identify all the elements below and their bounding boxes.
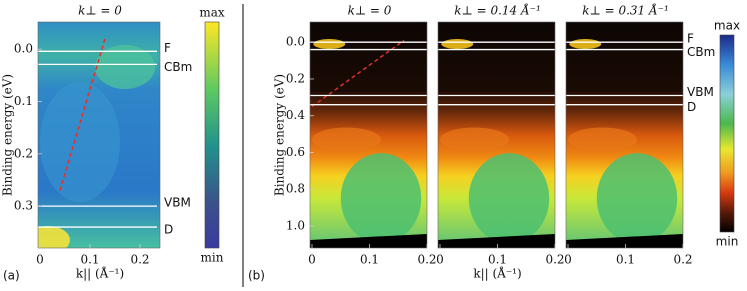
x-tick-label: 0.2: [673, 253, 692, 267]
heatmap-feature: [313, 39, 346, 49]
heatmap-feature: [468, 153, 550, 244]
x-tick-label: 0.1: [488, 253, 507, 267]
marker-label: VBM: [687, 85, 714, 99]
y-tick-label: 0.6: [286, 145, 305, 159]
y-tick-label: 1.0: [286, 218, 305, 232]
x-tick-label: 0.1: [616, 253, 635, 267]
heatmap-edge: [438, 234, 555, 248]
y-tick-label: 0.2: [286, 71, 305, 85]
y-tick-label: 0.1: [14, 94, 33, 108]
x-tick-label: 0.1: [80, 253, 99, 267]
marker-label: VBM: [164, 196, 191, 210]
y-tick-label: 0.0: [14, 42, 33, 56]
plot-frame: [437, 21, 556, 249]
panel-title: k⊥ = 0.14 Å⁻¹: [454, 3, 541, 18]
y-tick-label: 0.8: [286, 182, 305, 196]
marker-label: CBm: [687, 45, 715, 59]
colorbar-max-label: max: [199, 6, 225, 20]
plot-frame: [309, 21, 428, 249]
panel-label: (b): [248, 269, 265, 283]
colorbar-max-label: max: [714, 19, 740, 33]
heatmap-feature: [95, 45, 155, 89]
x-axis-label: k|| (Å⁻¹): [76, 266, 124, 281]
plot-frame: [37, 21, 161, 249]
y-tick-label: 0.0: [286, 35, 305, 49]
colorbar: [204, 21, 220, 249]
marker-label: CBm: [164, 60, 192, 74]
plot-area: [438, 22, 555, 248]
guide-line: [311, 39, 405, 108]
marker-label: D: [687, 100, 696, 114]
heatmap-feature: [312, 127, 381, 152]
x-tick-label: 0.1: [360, 253, 379, 267]
plot-area: [310, 22, 427, 248]
colorbar: [719, 34, 735, 233]
x-tick-label: 0.2: [545, 253, 564, 267]
y-axis-label: Binding energy (eV): [273, 74, 287, 196]
x-tick-label: 0: [36, 253, 44, 267]
panel-label: (a): [3, 269, 20, 283]
plot-area: [566, 22, 683, 248]
x-tick-label: 0: [308, 253, 316, 267]
x-tick-label: 0.2: [417, 253, 436, 267]
x-tick-label: 0: [436, 253, 444, 267]
y-tick-label: 0.4: [286, 108, 305, 122]
heatmap-feature: [38, 226, 70, 248]
heatmap-feature: [40, 82, 120, 202]
heatmap-feature: [569, 39, 602, 49]
colorbar-min-label: min: [201, 251, 224, 265]
marker-label: F: [687, 32, 694, 46]
y-tick-label: 0.2: [14, 146, 33, 160]
marker-label: D: [164, 223, 173, 237]
marker-label: F: [164, 41, 171, 55]
panel-title: k⊥ = 0: [348, 4, 392, 18]
heatmap-feature: [340, 153, 422, 244]
heatmap-edge: [566, 234, 683, 248]
heatmap-feature: [596, 153, 678, 244]
panel-title: k⊥ = 0.31 Å⁻¹: [582, 3, 669, 18]
plot-frame: [565, 21, 684, 249]
y-tick-label: 0.3: [14, 199, 33, 213]
panel-title: k⊥ = 0: [78, 4, 122, 18]
guide-line: [59, 38, 106, 191]
colorbar-min-label: min: [716, 235, 739, 249]
plot-area: [38, 22, 160, 248]
heatmap-feature: [441, 39, 474, 49]
heatmap-feature: [440, 127, 509, 152]
heatmap-feature: [568, 127, 637, 152]
heatmap-edge: [310, 234, 427, 248]
y-axis-label: Binding energy (eV): [1, 74, 15, 196]
x-axis-label: k|| (Å⁻¹): [473, 266, 521, 281]
x-tick-label: 0.2: [130, 253, 149, 267]
x-tick-label: 0: [564, 253, 572, 267]
